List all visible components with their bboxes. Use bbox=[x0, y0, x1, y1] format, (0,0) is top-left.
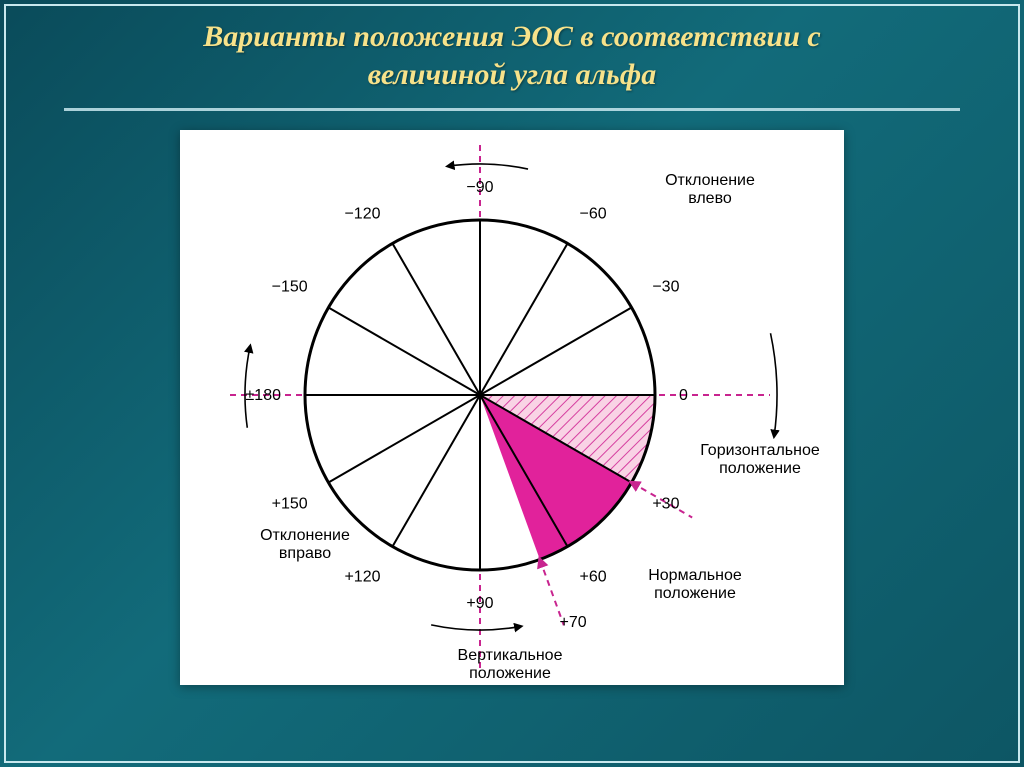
slide-title: Варианты положения ЭОС в соответствии с … bbox=[0, 18, 1024, 93]
angle-label: +90 bbox=[466, 595, 493, 612]
angle-label: −90 bbox=[466, 179, 493, 196]
title-line-2: величиной угла альфа bbox=[368, 58, 656, 91]
label-vertical-position: Вертикальноеположение bbox=[458, 647, 563, 682]
angle-label: +60 bbox=[580, 568, 607, 585]
label-right-deviation: Отклонениевправо bbox=[260, 527, 350, 562]
diagram-figure: −90 −120 −150 ±180 +150 +120 +90 +60 −60 −30 0 +30 +… bbox=[180, 130, 844, 685]
angle-label: +120 bbox=[344, 568, 380, 585]
arc-top bbox=[448, 164, 528, 169]
arc-bottom bbox=[431, 625, 521, 630]
title-rule bbox=[64, 108, 960, 111]
angle-label: −120 bbox=[344, 206, 380, 223]
label-horizontal-position: Горизонтальноеположение bbox=[700, 442, 820, 477]
arc-right bbox=[771, 333, 777, 436]
angle-label: +150 bbox=[272, 496, 308, 513]
label-normal-position: Нормальноеположение bbox=[648, 567, 742, 602]
slide: Варианты положения ЭОС в соответствии с … bbox=[0, 0, 1024, 767]
angle-label-70: +70 bbox=[560, 614, 587, 631]
angle-label: −150 bbox=[272, 279, 308, 296]
angle-label: +30 bbox=[652, 496, 679, 513]
angle-label: 0 bbox=[679, 387, 688, 404]
title-line-1: Варианты положения ЭОС в соответствии с bbox=[203, 20, 820, 53]
eos-polar-diagram: −90 −120 −150 ±180 +150 +120 +90 +60 −60 −30 0 +30 +… bbox=[180, 130, 844, 685]
angle-label: −30 bbox=[652, 279, 679, 296]
label-left-deviation: Отклонениевлево bbox=[665, 172, 755, 207]
angle-label: −60 bbox=[580, 206, 607, 223]
angle-label: ±180 bbox=[246, 387, 282, 404]
